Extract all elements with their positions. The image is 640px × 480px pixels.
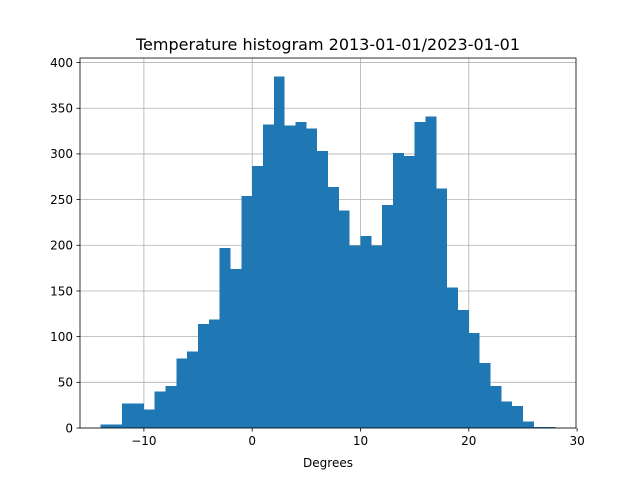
histogram-bar <box>512 406 523 428</box>
histogram-bar <box>133 403 144 428</box>
histogram-bar <box>219 248 231 428</box>
histogram-bar <box>544 427 556 428</box>
histogram-bar <box>522 421 534 428</box>
y-tick-label: 0 <box>65 421 73 435</box>
chart-title: Temperature histogram 2013-01-01/2023-01… <box>135 35 520 54</box>
histogram-bar <box>187 351 199 428</box>
histogram-bar <box>198 323 209 428</box>
x-tick-label: −10 <box>131 434 156 448</box>
histogram-bars <box>100 76 556 429</box>
histogram-bar <box>273 76 285 428</box>
histogram-bar <box>501 401 513 428</box>
histogram-bar <box>143 409 155 428</box>
y-tick-label: 200 <box>50 239 73 253</box>
histogram-bar <box>328 186 339 428</box>
histogram-bar <box>122 403 134 428</box>
histogram-bar <box>252 165 264 428</box>
histogram-bar <box>436 188 448 428</box>
x-tick-label: 0 <box>248 434 256 448</box>
histogram-bar <box>100 424 112 428</box>
y-tick-label: 350 <box>50 102 73 116</box>
y-axis-ticks: 0 50 100 150 200 250 300 350 400 <box>50 56 80 435</box>
x-tick-label: 10 <box>353 434 368 448</box>
x-tick-label: 20 <box>461 434 476 448</box>
plot-frame <box>79 57 577 429</box>
histogram-bar <box>317 151 328 428</box>
x-tick-label: 30 <box>569 434 584 448</box>
histogram-bar <box>349 245 361 428</box>
histogram-bar <box>295 121 307 428</box>
histogram-bar <box>403 155 415 428</box>
histogram-bar <box>447 287 458 428</box>
histogram-bar <box>154 391 166 428</box>
histogram-bar <box>468 332 480 428</box>
histogram-bar <box>284 125 296 429</box>
histogram-bar <box>457 310 469 428</box>
y-tick-label: 100 <box>50 330 73 344</box>
histogram-bar <box>371 245 383 428</box>
histogram-bar <box>425 116 437 428</box>
x-axis-ticks: −10 0 10 20 30 <box>131 428 585 448</box>
histogram-bar <box>208 319 220 428</box>
y-tick-label: 300 <box>50 147 73 161</box>
histogram-bar <box>490 385 502 428</box>
y-tick-label: 400 <box>50 56 73 70</box>
histogram-bar <box>241 195 253 428</box>
x-axis-label: Degrees <box>303 456 353 470</box>
histogram-bar <box>533 427 545 428</box>
histogram-bar <box>382 205 393 428</box>
axes-frame <box>79 57 577 429</box>
histogram-bar <box>176 358 188 428</box>
histogram-bar <box>165 385 177 428</box>
histogram-bar <box>360 236 372 428</box>
y-tick-label: 150 <box>50 284 73 298</box>
histogram-bar <box>392 153 404 429</box>
histogram-bar <box>338 210 350 428</box>
histogram-bar <box>111 424 123 428</box>
histogram-bar <box>263 124 274 429</box>
histogram-bar <box>306 128 318 428</box>
y-tick-label: 50 <box>58 376 73 390</box>
histogram-bar <box>479 363 491 428</box>
histogram-bar <box>230 269 242 428</box>
y-tick-label: 250 <box>50 193 73 207</box>
histogram-bar <box>414 121 426 428</box>
